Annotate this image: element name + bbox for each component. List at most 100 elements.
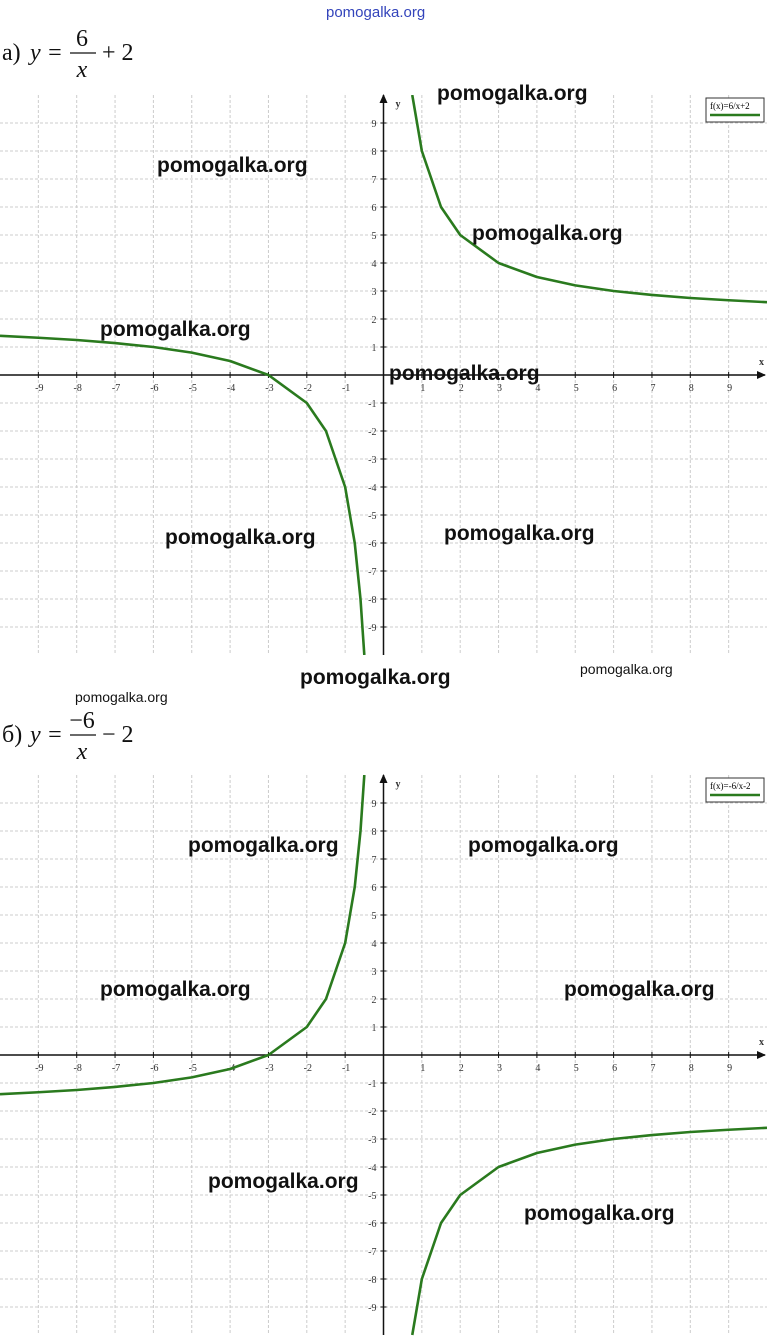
x-tick-label: -3 xyxy=(265,1063,273,1074)
y-tick-label: -9 xyxy=(368,1303,376,1314)
y-tick-label: 7 xyxy=(372,175,377,186)
x-tick-label: 4 xyxy=(535,1063,540,1074)
x-tick-label: -5 xyxy=(189,1063,197,1074)
y-tick-label: -1 xyxy=(368,399,376,410)
title-prefix: б) xyxy=(2,722,22,748)
chart: б) y =−6 x − 2 x y -9 -8 -7 -6 -5 -4 -3 -2 -1 1 2 3 4 5 6 7 8 9… xyxy=(0,708,767,1336)
y-axis-label: y xyxy=(396,779,401,790)
watermark: pomogalka.org xyxy=(100,318,251,341)
y-tick-label: 3 xyxy=(372,287,377,298)
watermark: pomogalka.org xyxy=(75,689,168,705)
y-tick-label: -4 xyxy=(368,483,376,494)
y-tick-label: -8 xyxy=(368,1275,376,1286)
watermark: pomogalka.org xyxy=(472,222,623,245)
y-tick-label: 1 xyxy=(372,343,377,354)
x-tick-label: -7 xyxy=(112,383,120,394)
watermark: pomogalka.org xyxy=(468,834,619,857)
y-tick-label: -3 xyxy=(368,455,376,466)
y-tick-label: 9 xyxy=(372,799,377,810)
denominator: x xyxy=(76,57,88,83)
y-tick-label: 8 xyxy=(372,827,377,838)
y-tick-label: 1 xyxy=(372,1023,377,1034)
y-tick-label: 3 xyxy=(372,967,377,978)
x-tick-label: 5 xyxy=(574,1063,579,1074)
x-tick-label: 7 xyxy=(650,1063,655,1074)
watermark: pomogalka.org xyxy=(157,154,308,177)
x-tick-label: 9 xyxy=(727,383,732,394)
watermark: pomogalka.org xyxy=(437,82,588,105)
y-axis-label: y xyxy=(396,99,401,110)
x-tick-label: -2 xyxy=(304,383,312,394)
x-tick-label: 8 xyxy=(689,383,694,394)
legend-label: f(x)=-6/x-2 xyxy=(710,781,751,791)
x-tick-label: -6 xyxy=(150,383,158,394)
curve xyxy=(0,95,767,655)
watermark: pomogalka.org xyxy=(100,978,251,1001)
title-rhs: + 2 xyxy=(102,40,134,66)
x-tick-label: 6 xyxy=(612,383,617,394)
y-tick-label: 6 xyxy=(372,883,377,894)
x-axis-label: x xyxy=(759,1037,764,1048)
x-tick-label: 3 xyxy=(497,383,502,394)
y-tick-label: -1 xyxy=(368,1079,376,1090)
legend-box xyxy=(705,97,765,123)
title-rhs: − 2 xyxy=(102,722,134,748)
x-tick-label: 7 xyxy=(650,383,655,394)
title-prefix: а) xyxy=(2,40,21,66)
x-tick-label: 1 xyxy=(420,383,425,394)
chart: а) y = 6 x + 2 x y -9 -8 -7 -6 -5 -4 -3 -2 -1 1 2 3 4 5 6 7 8 9 -… xyxy=(0,26,767,655)
watermark: pomogalka.org xyxy=(580,661,673,677)
y-tick-label: -9 xyxy=(368,623,376,634)
numerator: −6 xyxy=(69,708,95,734)
x-tick-label: 3 xyxy=(497,1063,502,1074)
x-tick-label: 8 xyxy=(689,1063,694,1074)
x-axis-label: x xyxy=(759,357,764,368)
numerator: 6 xyxy=(76,26,88,52)
watermark: pomogalka.org xyxy=(300,666,451,689)
x-tick-label: -2 xyxy=(304,1063,312,1074)
y-tick-label: 5 xyxy=(372,231,377,242)
y-tick-label: 7 xyxy=(372,855,377,866)
y-tick-label: -8 xyxy=(368,595,376,606)
x-tick-label: 4 xyxy=(535,383,540,394)
title-lhs: y = xyxy=(28,722,63,748)
y-tick-label: -2 xyxy=(368,427,376,438)
x-tick-label: -8 xyxy=(74,383,82,394)
y-tick-label: 4 xyxy=(372,939,377,950)
y-tick-label: -7 xyxy=(368,1247,376,1258)
y-tick-label: 4 xyxy=(372,259,377,270)
legend-label: f(x)=6/x+2 xyxy=(710,101,750,111)
y-tick-label: 8 xyxy=(372,147,377,158)
x-tick-label: 1 xyxy=(420,1063,425,1074)
x-tick-label: -6 xyxy=(150,1063,158,1074)
y-arrow xyxy=(379,774,388,783)
y-tick-label: 5 xyxy=(372,911,377,922)
watermark: pomogalka.org xyxy=(444,522,595,545)
y-tick-label: -7 xyxy=(368,567,376,578)
denominator: x xyxy=(76,739,88,765)
x-tick-label: -8 xyxy=(74,1063,82,1074)
x-tick-label: -9 xyxy=(35,383,43,394)
x-arrow xyxy=(757,1051,766,1059)
y-tick-label: 2 xyxy=(372,315,377,326)
x-tick-label: 2 xyxy=(459,383,464,394)
x-tick-label: 5 xyxy=(574,383,579,394)
x-tick-label: -7 xyxy=(112,1063,120,1074)
y-tick-label: 9 xyxy=(372,119,377,130)
y-tick-label: -2 xyxy=(368,1107,376,1118)
y-tick-label: 2 xyxy=(372,995,377,1006)
watermark: pomogalka.org xyxy=(389,362,540,385)
x-tick-label: -4 xyxy=(227,383,235,394)
x-tick-label: 6 xyxy=(612,1063,617,1074)
y-tick-label: 6 xyxy=(372,203,377,214)
x-tick-label: -3 xyxy=(265,383,273,394)
y-tick-label: -6 xyxy=(368,539,376,550)
x-tick-label: -1 xyxy=(342,383,350,394)
x-tick-label: -9 xyxy=(35,1063,43,1074)
x-tick-label: 2 xyxy=(459,1063,464,1074)
y-arrow xyxy=(379,94,388,103)
y-tick-label: -4 xyxy=(368,1163,376,1174)
x-arrow xyxy=(757,371,766,379)
watermark: pomogalka.org xyxy=(165,526,316,549)
